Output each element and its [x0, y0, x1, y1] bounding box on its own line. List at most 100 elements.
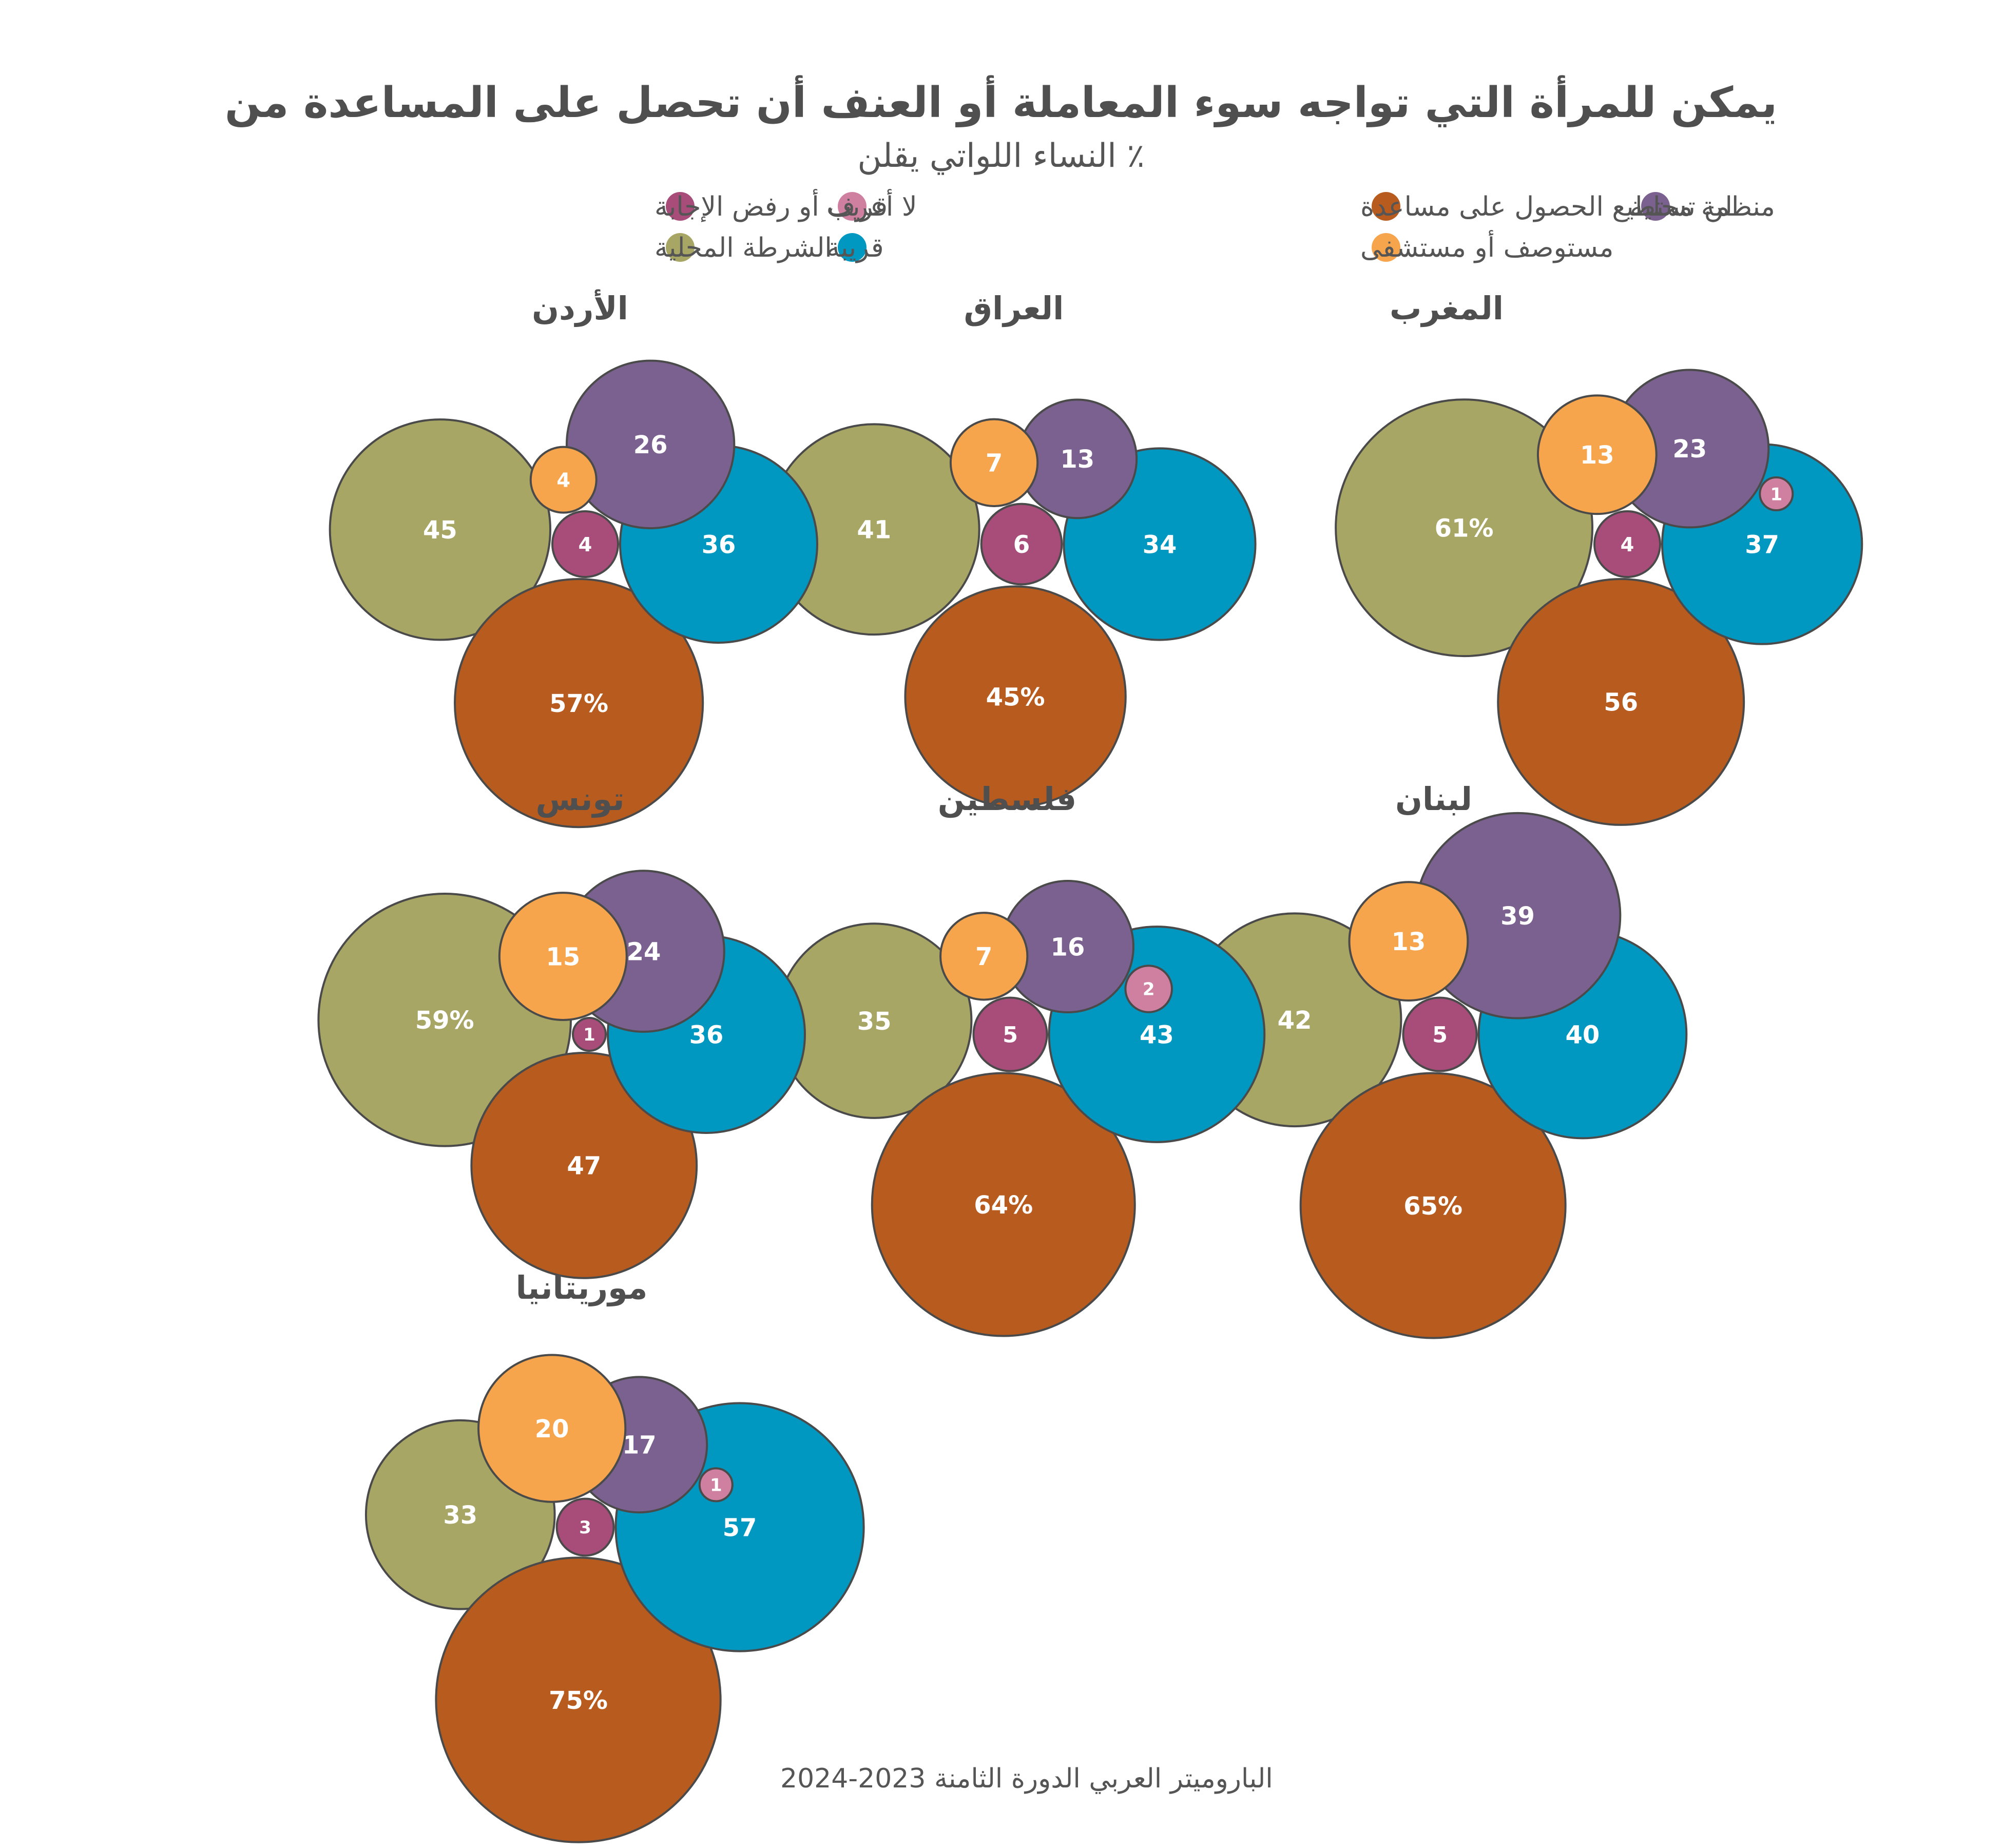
panel-5: تونس 59% 47 36 24 15 1 [317, 780, 806, 1279]
legend-swatch [666, 233, 695, 262]
bubble-label-health: 7 [986, 449, 1003, 478]
panel-6: موريتانيا 33 75% 57 17 20 3 1 [364, 1269, 865, 1843]
bubble-label-female: 36 [702, 530, 736, 559]
bubble-none [454, 578, 704, 829]
bubble-health [529, 446, 598, 514]
panel-title: لبنان [1395, 780, 1472, 818]
bubble-label-health: 13 [1392, 928, 1426, 956]
legend-label: لا أعرف أو رفض الإجابة [654, 189, 917, 222]
chart-subtitle: ٪ النساء اللواتي يقلن [857, 137, 1144, 175]
panel-4: فلسطين 35 64% 43 16 7 5 2 [776, 780, 1266, 1337]
bubble-health [498, 892, 628, 1021]
bubble-label-org: 39 [1500, 902, 1535, 931]
bubble-label-org: 26 [633, 431, 668, 459]
bubble-label-none: 64% [974, 1191, 1033, 1220]
bubble-none [435, 1556, 722, 1843]
bubble-none [1299, 1072, 1567, 1339]
bubble-label-none: 57% [549, 689, 608, 718]
panel-0: المغرب 61% 56 37 23 13 4 1 [1335, 290, 1863, 826]
bubble-police [1335, 398, 1594, 658]
bubble-health [949, 418, 1039, 507]
bubble-label-male: 1 [710, 1475, 722, 1496]
legend-swatch [838, 192, 867, 221]
bubble-label-none: 75% [549, 1686, 608, 1715]
bubble-dk [551, 510, 619, 578]
bubble-label-health: 15 [546, 942, 580, 971]
bubble-label-none: 65% [1403, 1192, 1462, 1221]
bubble-label-female: 34 [1143, 530, 1177, 559]
legend-label: قريبة [826, 233, 884, 263]
bubble-health [1536, 394, 1658, 515]
bubble-label-dk: 6 [1013, 531, 1030, 559]
legend-item-male: قريب [826, 191, 888, 222]
bubble-label-dk: 5 [1432, 1022, 1448, 1048]
bubble-label-female: 40 [1566, 1021, 1600, 1049]
panel-title: فلسطين [938, 780, 1077, 818]
bubble-label-org: 23 [1672, 435, 1707, 464]
bubble-label-police: 45 [423, 516, 457, 545]
bubble-org [565, 359, 736, 529]
bubble-label-police: 35 [857, 1007, 892, 1036]
panels: المغرب61%5637231341العراق4145%341376الأر… [317, 289, 1863, 1843]
legend-item-health: مستوصف أو مستشفى [1360, 230, 1613, 263]
bubble-dk [980, 503, 1063, 586]
bubble-label-female: 57 [723, 1513, 757, 1542]
bubble-label-none: 56 [1604, 688, 1638, 717]
bubble-health [477, 1354, 627, 1503]
legend-label: منظمة محلية [1630, 191, 1775, 222]
bubble-dk [1402, 996, 1478, 1072]
bubble-label-dk: 1 [583, 1025, 595, 1045]
bubble-label-health: 20 [535, 1415, 569, 1443]
panel-title: تونس [535, 780, 624, 818]
panel-1: العراق 41 45% 34 13 7 6 [767, 290, 1257, 808]
bubble-male [698, 1467, 734, 1503]
bubble-label-police: 42 [1278, 1006, 1312, 1035]
panel-title: المغرب [1390, 290, 1504, 327]
bubble-label-police: 61% [1435, 514, 1494, 543]
bubble-label-dk: 4 [579, 533, 592, 556]
legend-swatch [1372, 192, 1400, 221]
bubble-health [1348, 881, 1469, 1002]
bubble-none [904, 585, 1127, 808]
bubble-label-health: 4 [556, 469, 570, 492]
panel-title: موريتانيا [516, 1269, 648, 1306]
bubble-label-dk: 4 [1621, 533, 1634, 556]
bubble-none [470, 1052, 698, 1279]
legend-swatch [666, 192, 695, 221]
bubble-dk [572, 1017, 607, 1052]
bubble-male [1759, 476, 1794, 512]
legend-label: لن تستطيع الحصول على مساعدة [1360, 191, 1732, 222]
panel-title: العراق [964, 290, 1064, 327]
legend-item-female: قريبة [826, 233, 884, 263]
bubble-label-dk: 3 [579, 1517, 591, 1538]
source-note: الباروميتر العربي الدورة الثامنة 2023-20… [780, 1763, 1273, 1794]
bubble-label-org: 17 [622, 1431, 657, 1460]
legend-swatch [838, 233, 867, 262]
legend-swatch [1372, 233, 1400, 262]
bubble-dk [555, 1497, 615, 1557]
bubble-none [871, 1072, 1136, 1337]
bubble-label-health: 7 [975, 942, 992, 971]
bubble-dk [1593, 510, 1661, 578]
bubble-label-none: 45% [986, 683, 1045, 711]
bubble-label-health: 13 [1580, 441, 1614, 470]
bubble-label-police: 33 [443, 1501, 477, 1530]
legend-label: قريب [826, 191, 888, 222]
panel-title: الأردن [532, 289, 628, 327]
panel-2: الأردن 45 57% 36 26 4 4 [329, 289, 818, 829]
bubble-label-org: 13 [1060, 445, 1094, 474]
bubble-none [1497, 578, 1745, 826]
legend-swatch [1641, 192, 1670, 221]
legend-item-org: منظمة محلية [1630, 191, 1775, 222]
legend-item-none: لن تستطيع الحصول على مساعدة [1360, 191, 1732, 222]
bubble-dk [972, 996, 1048, 1072]
legend-label: الشرطة المحلية [654, 233, 832, 263]
bubble-label-police: 41 [857, 516, 891, 545]
chart-title: يمكن للمرأة التي تواجه سوء المعاملة أو ا… [225, 75, 1777, 128]
bubble-label-male: 1 [1770, 484, 1782, 505]
bubble-label-female: 43 [1140, 1021, 1174, 1049]
legend-label: مستوصف أو مستشفى [1360, 230, 1613, 263]
bubble-label-female: 36 [689, 1021, 724, 1049]
bubble-label-police: 59% [415, 1006, 474, 1035]
